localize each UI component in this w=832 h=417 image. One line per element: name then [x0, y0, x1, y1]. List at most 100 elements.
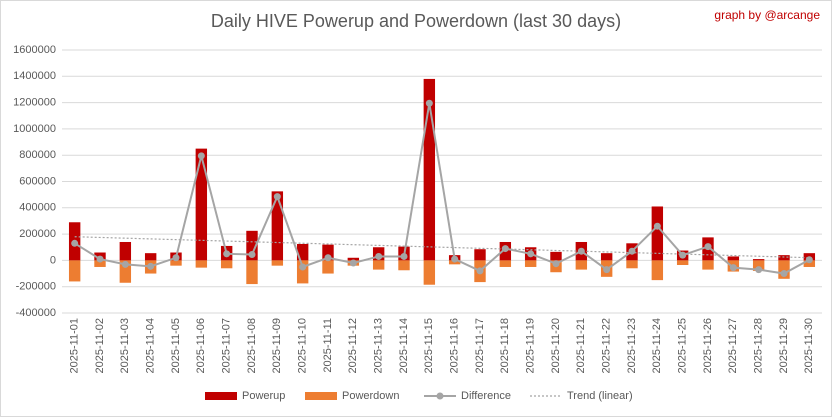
- difference-marker: [780, 270, 788, 278]
- difference-marker: [375, 252, 383, 260]
- x-tick-label: 2025-11-06: [195, 318, 207, 373]
- x-tick-label: 2025-11-11: [322, 318, 334, 373]
- x-tick-label: 2025-11-21: [575, 318, 587, 373]
- bar: [246, 230, 258, 261]
- bar: [575, 260, 588, 270]
- bar: [220, 260, 233, 269]
- bar: [296, 243, 309, 261]
- x-tick-label: 2025-11-05: [170, 318, 182, 373]
- y-tick-label: 200000: [19, 228, 56, 240]
- bar: [246, 260, 258, 285]
- bar: [119, 241, 132, 261]
- bar: [676, 260, 689, 266]
- legend-label: Difference: [461, 390, 511, 402]
- y-tick-label: 1600000: [13, 44, 56, 56]
- x-tick-label: 2025-11-18: [499, 318, 511, 373]
- bar: [119, 260, 132, 283]
- difference-marker: [603, 266, 611, 274]
- x-tick-label: 2025-11-24: [651, 318, 663, 373]
- x-tick-label: 2025-11-07: [221, 318, 233, 373]
- difference-marker: [451, 255, 459, 263]
- difference-marker: [96, 255, 104, 263]
- x-tick-label: 2025-11-12: [347, 318, 359, 373]
- difference-marker: [476, 267, 484, 275]
- bar: [752, 259, 765, 261]
- x-tick-label: 2025-11-10: [297, 318, 309, 373]
- x-tick-label: 2025-11-17: [474, 318, 486, 373]
- x-tick-label: 2025-11-19: [525, 318, 537, 373]
- bar: [322, 260, 334, 274]
- y-tick-label: 600000: [19, 175, 56, 187]
- x-tick-label: 2025-11-22: [601, 318, 613, 373]
- bar: [778, 255, 790, 261]
- y-tick-label: 1200000: [13, 97, 56, 109]
- y-tick-label: 800000: [19, 149, 56, 161]
- y-tick-label: -400000: [16, 307, 56, 319]
- bar: [68, 260, 81, 282]
- legend-label: Powerdown: [342, 390, 399, 402]
- x-tick-label: 2025-11-03: [119, 318, 131, 373]
- bar: [347, 257, 360, 261]
- bar: [423, 260, 436, 285]
- bar: [372, 260, 385, 270]
- legend-label: Trend (linear): [567, 390, 633, 402]
- trend-line: [74, 236, 810, 259]
- x-tick-label: 2025-11-29: [778, 318, 790, 373]
- difference-marker: [324, 254, 332, 262]
- difference-marker: [628, 247, 636, 255]
- bar: [803, 260, 816, 267]
- bar: [296, 260, 309, 284]
- x-tick-label: 2025-11-20: [550, 318, 562, 373]
- difference-marker: [248, 250, 256, 258]
- bar: [474, 249, 486, 261]
- difference-marker: [425, 99, 433, 107]
- x-tick-label: 2025-11-08: [246, 318, 258, 373]
- bar: [702, 260, 714, 270]
- legend-swatch: [205, 392, 237, 400]
- difference-marker: [71, 239, 79, 247]
- x-tick-label: 2025-11-09: [271, 318, 283, 373]
- y-tick-label: -200000: [16, 281, 56, 293]
- difference-marker: [223, 250, 231, 258]
- chart-subtitle: graph by @arcange: [714, 8, 820, 22]
- x-tick-label: 2025-11-16: [449, 318, 461, 373]
- bar: [195, 148, 208, 261]
- bar: [651, 206, 664, 261]
- x-tick-label: 2025-11-27: [727, 318, 739, 373]
- legend-label: Powerup: [242, 390, 285, 402]
- x-tick-label: 2025-11-01: [69, 318, 81, 373]
- bar: [423, 78, 436, 261]
- bar: [752, 260, 765, 271]
- chart-title: Daily HIVE Powerup and Powerdown (last 3…: [211, 11, 621, 31]
- bar: [727, 256, 740, 261]
- difference-marker: [299, 263, 307, 271]
- difference-marker: [729, 264, 737, 272]
- bar: [144, 253, 157, 261]
- difference-marker: [197, 152, 205, 160]
- difference-marker: [704, 243, 712, 251]
- x-tick-label: 2025-11-14: [398, 318, 410, 373]
- difference-marker: [755, 266, 763, 274]
- difference-marker: [400, 252, 408, 260]
- bar: [550, 251, 562, 261]
- bar: [195, 260, 208, 268]
- difference-marker: [577, 247, 585, 255]
- bar: [600, 253, 613, 261]
- y-tick-label: 1400000: [13, 70, 56, 82]
- difference-marker: [653, 222, 661, 230]
- legend-swatch: [305, 392, 337, 400]
- bar: [626, 260, 638, 269]
- y-tick-label: 0: [50, 254, 56, 266]
- bar: [778, 260, 790, 279]
- x-tick-label: 2025-11-13: [373, 318, 385, 373]
- x-tick-label: 2025-11-26: [702, 318, 714, 373]
- bar: [322, 244, 334, 261]
- x-tick-label: 2025-11-04: [145, 318, 157, 373]
- legend-swatch: [436, 392, 444, 400]
- difference-marker: [527, 250, 535, 258]
- bar: [524, 260, 537, 267]
- bar: [271, 260, 284, 266]
- bar: [499, 260, 512, 267]
- x-tick-label: 2025-11-28: [753, 318, 765, 373]
